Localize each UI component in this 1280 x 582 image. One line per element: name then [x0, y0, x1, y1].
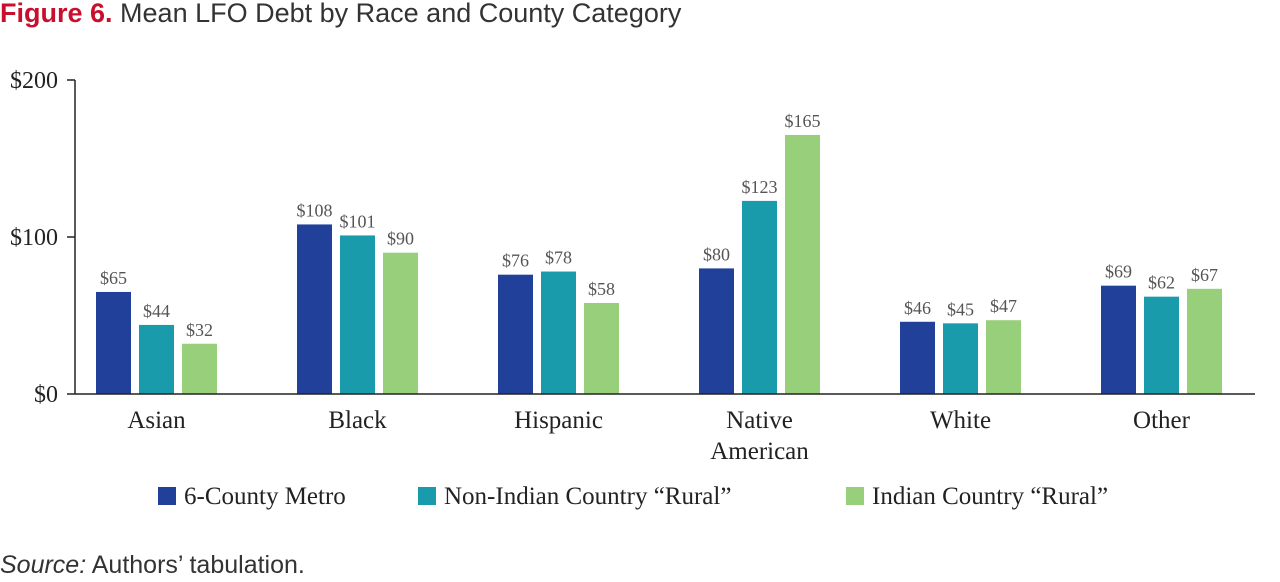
bar	[1144, 296, 1179, 394]
source-note: Source: Authors’ tabulation.	[0, 548, 305, 582]
data-label: $67	[1191, 265, 1218, 285]
data-label: $101	[340, 211, 376, 231]
x-tick-label: Native	[726, 407, 793, 434]
figure-title: Mean LFO Debt by Race and County Categor…	[120, 0, 682, 28]
x-tick-label: Asian	[127, 407, 186, 434]
bar	[96, 291, 131, 394]
y-tick-label: $200	[10, 68, 58, 94]
bar	[1101, 285, 1136, 394]
bar	[785, 134, 820, 394]
legend: 6-County Metro Non-Indian Country “Rural”…	[158, 483, 1108, 510]
y-tick-label: $0	[34, 382, 58, 408]
data-label: $65	[100, 268, 127, 288]
y-tick-label: $100	[10, 225, 58, 251]
chart-title: Figure 6. Mean LFO Debt by Race and Coun…	[0, 0, 681, 30]
data-label: $123	[742, 177, 778, 197]
legend-swatch	[846, 487, 864, 505]
legend-label: Indian Country “Rural”	[872, 483, 1108, 510]
data-label: $108	[297, 200, 333, 220]
data-label: $78	[545, 248, 572, 268]
legend-swatch	[418, 487, 436, 505]
x-tick-label: Black	[328, 407, 387, 434]
bar	[943, 323, 978, 394]
x-tick-label: White	[930, 407, 991, 434]
bar	[900, 321, 935, 394]
source-text: Authors’ tabulation.	[91, 551, 305, 579]
bar-chart: $0 $100 $200 $65 $44 $32 $108 $101 $90 $76 $78 $58…	[10, 68, 1255, 510]
legend-label: 6-County Metro	[184, 483, 346, 510]
bar	[541, 271, 576, 394]
data-label: $80	[703, 244, 730, 264]
data-label: $47	[990, 296, 1017, 316]
data-label: $45	[947, 299, 974, 319]
data-label: $44	[143, 301, 170, 321]
data-label: $62	[1148, 273, 1175, 293]
x-tick-label: Hispanic	[514, 407, 603, 434]
data-label: $58	[588, 279, 615, 299]
legend-swatch	[158, 487, 176, 505]
x-tick-label: Other	[1133, 407, 1191, 434]
bar	[498, 274, 533, 394]
bar	[584, 302, 619, 394]
bars: $65 $44 $32 $108 $101 $90 $76 $78 $58 $80 $123 $165…	[96, 111, 1222, 394]
legend-label: Non-Indian Country “Rural”	[444, 483, 731, 510]
x-tick-label: American	[710, 438, 809, 465]
figure-label: Figure 6.	[0, 0, 113, 28]
bar	[139, 324, 174, 394]
bar	[340, 235, 375, 394]
data-label: $69	[1105, 262, 1132, 282]
data-label: $90	[387, 229, 414, 249]
bar	[297, 224, 332, 394]
x-axis: Asian Black Hispanic Native American White Oth…	[75, 393, 1255, 465]
source-label: Source:	[0, 551, 87, 579]
data-label: $46	[904, 298, 931, 318]
y-axis: $0 $100 $200	[10, 68, 76, 408]
data-label: $165	[785, 111, 821, 131]
data-label: $76	[502, 251, 529, 271]
bar	[742, 200, 777, 394]
bar	[1187, 288, 1222, 394]
data-label: $32	[186, 320, 213, 340]
bar	[182, 343, 217, 394]
bar	[383, 252, 418, 394]
bar	[699, 268, 734, 394]
bar	[986, 320, 1021, 394]
